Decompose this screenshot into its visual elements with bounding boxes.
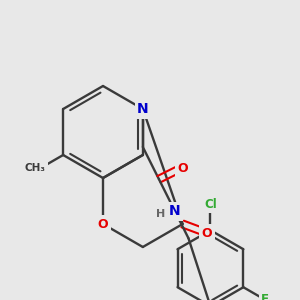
Text: H: H (156, 209, 166, 219)
Text: O: O (202, 226, 212, 240)
Text: O: O (177, 162, 188, 175)
Text: F: F (261, 293, 269, 300)
Text: N: N (137, 102, 148, 116)
Text: CH₃: CH₃ (24, 163, 45, 173)
Text: Cl: Cl (204, 198, 217, 211)
Text: O: O (98, 218, 108, 230)
Text: N: N (169, 204, 181, 218)
